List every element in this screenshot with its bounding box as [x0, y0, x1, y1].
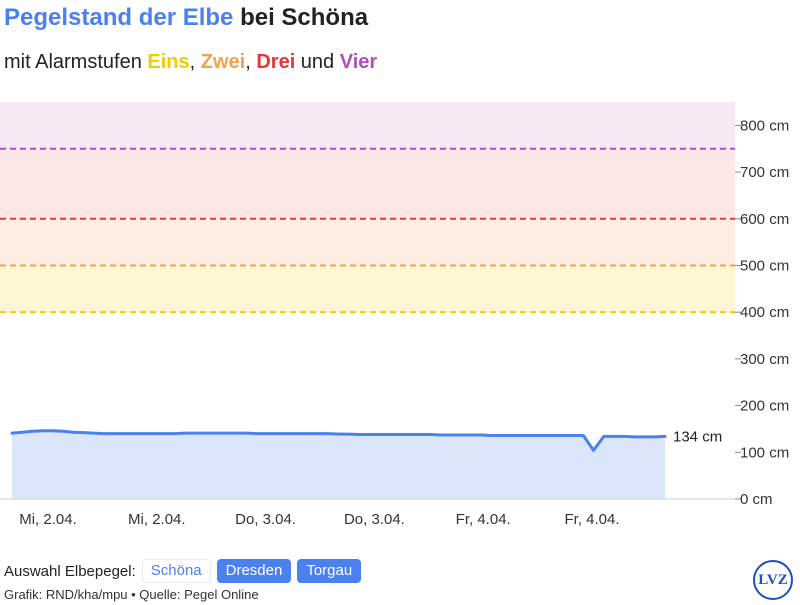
x-tick-label-0: Mi, 2.04. — [19, 511, 77, 528]
y-tick-label-2: 200 cm — [740, 398, 789, 415]
y-tick-label-4: 400 cm — [740, 304, 789, 321]
water-level-line — [10, 429, 667, 452]
alarm-band-4 — [0, 102, 735, 149]
level-drei: Drei — [256, 51, 296, 73]
level-vier: Vier — [339, 51, 378, 73]
y-tick-label-6: 600 cm — [740, 211, 789, 228]
subtitle-prefix: mit Alarmstufen — [4, 51, 148, 73]
y-tick-label-7: 700 cm — [740, 164, 789, 181]
title-rest: bei Schöna — [233, 4, 369, 31]
subtitle-sep-1: , — [189, 51, 201, 73]
x-tick-label-2: Do, 3.04. — [235, 511, 296, 528]
gauge-selector: Auswahl Elbepegel: Schöna Dresden Torgau — [4, 559, 362, 583]
level-zwei: Zwei — [200, 51, 246, 73]
gauge-selector-label: Auswahl Elbepegel: — [4, 562, 136, 580]
title-accent: Pegelstand der Elbe — [4, 4, 234, 31]
y-tick-label-0: 0 cm — [740, 491, 773, 508]
source-credit: Grafik: RND/kha/mpu • Quelle: Pegel Onli… — [4, 587, 259, 602]
x-tick-label-3: Do, 3.04. — [344, 511, 405, 528]
subtitle-sep-3: und — [295, 51, 340, 73]
x-tick-label-4: Fr, 4.04. — [456, 511, 511, 528]
gauge-button-schoena[interactable]: Schöna — [141, 559, 211, 583]
subtitle-sep-2: , — [245, 51, 257, 73]
lvz-logo: LVZ — [753, 560, 793, 600]
level-eins: Eins — [147, 51, 190, 73]
y-tick-label-8: 800 cm — [740, 117, 789, 134]
x-tick-label-1: Mi, 2.04. — [128, 511, 186, 528]
gauge-button-dresden[interactable]: Dresden — [216, 559, 292, 583]
chart-title: Pegelstand der Elbe bei Schöna — [4, 4, 368, 32]
alarm-band-1 — [0, 265, 735, 313]
lvz-logo-text: LVZ — [758, 571, 788, 588]
y-tick-label-5: 500 cm — [740, 257, 789, 274]
water-level-area — [12, 430, 665, 499]
last-value-label: 134 cm — [673, 428, 722, 445]
y-tick-label-3: 300 cm — [740, 351, 789, 368]
alarm-band-2 — [0, 218, 735, 266]
x-tick-label-5: Fr, 4.04. — [564, 511, 619, 528]
alarm-band-3 — [0, 148, 735, 219]
gauge-button-torgau[interactable]: Torgau — [297, 559, 362, 583]
chart-subtitle: mit Alarmstufen Eins, Zwei, Drei und Vie… — [4, 51, 377, 74]
water-level-chart: 0 cm 100 cm 200 cm 300 cm 400 cm 500 cm 600 cm… — [0, 102, 789, 528]
y-tick-label-1: 100 cm — [740, 444, 789, 461]
